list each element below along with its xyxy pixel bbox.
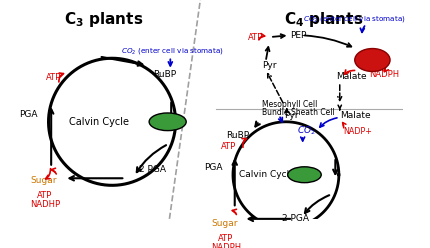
Text: NADHP: NADHP: [30, 200, 60, 209]
Text: $\mathbf{C_3}$ plants: $\mathbf{C_3}$ plants: [64, 10, 143, 29]
Ellipse shape: [288, 167, 321, 183]
Text: ATP: ATP: [221, 142, 236, 151]
Text: Pyr: Pyr: [262, 61, 276, 70]
Text: RuBP: RuBP: [226, 130, 249, 140]
Text: NADPH: NADPH: [369, 70, 399, 79]
Text: ATP: ATP: [248, 32, 264, 42]
Text: PEP: PEP: [290, 31, 307, 40]
Text: Mesophyll Cell: Mesophyll Cell: [262, 100, 317, 109]
Text: RuBP: RuBP: [154, 70, 177, 79]
Ellipse shape: [149, 113, 186, 131]
Text: 2 PGA: 2 PGA: [138, 165, 166, 174]
Text: NADP+: NADP+: [343, 127, 372, 136]
Text: Pyr: Pyr: [284, 111, 299, 120]
Text: Rubisco: Rubisco: [287, 170, 322, 179]
Text: PGA: PGA: [204, 163, 222, 172]
Text: Malate: Malate: [336, 72, 367, 81]
Text: ATP: ATP: [37, 191, 52, 200]
Text: Sugar: Sugar: [31, 176, 57, 186]
Text: $CO_2$ (enter cell via stomata): $CO_2$ (enter cell via stomata): [303, 14, 406, 24]
Text: ATP: ATP: [46, 73, 61, 82]
Text: $CO_2$: $CO_2$: [297, 124, 316, 137]
Text: PEP-C: PEP-C: [359, 56, 386, 64]
Text: Rubisco: Rubisco: [150, 117, 184, 126]
Text: Calvin Cycle: Calvin Cycle: [239, 170, 295, 179]
Text: $\mathbf{C_4}$ plants: $\mathbf{C_4}$ plants: [284, 10, 363, 29]
Text: ATP: ATP: [218, 234, 233, 243]
Text: NADPH: NADPH: [211, 243, 241, 248]
Text: $CO_2$ (enter cell via stomata): $CO_2$ (enter cell via stomata): [121, 46, 224, 56]
Text: 2 PGA: 2 PGA: [282, 214, 308, 223]
Text: Malate: Malate: [340, 111, 370, 120]
Text: PGA: PGA: [19, 110, 38, 119]
Text: Bundle Sheath Cell: Bundle Sheath Cell: [262, 108, 335, 118]
Ellipse shape: [355, 49, 390, 71]
Text: Calvin Cycle: Calvin Cycle: [69, 117, 129, 127]
Text: Sugar: Sugar: [211, 219, 237, 228]
